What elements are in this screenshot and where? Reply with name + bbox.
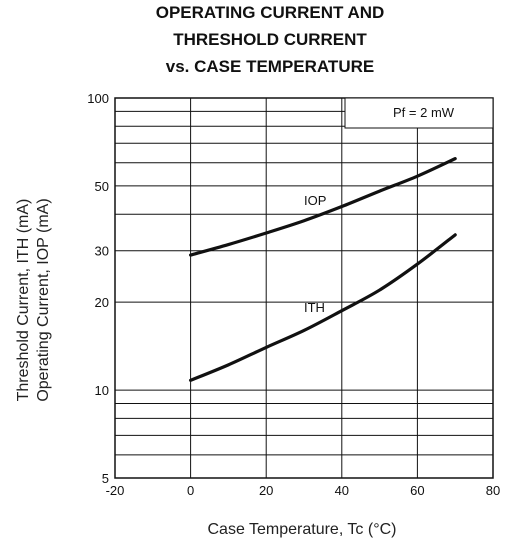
grid (114, 97, 494, 479)
series-label-ith: ITH (304, 300, 325, 315)
x-axis-label: Case Temperature, Tc (°C) (208, 521, 397, 538)
y-tick-labels: 5 10 20 30 50 100 (87, 91, 109, 486)
x-tick-label: 60 (410, 483, 424, 498)
x-tick-label: 0 (187, 483, 194, 498)
x-tick-label: 20 (259, 483, 273, 498)
y-axis-label-line-1: Threshold Current, ITH (mA) (15, 199, 32, 402)
x-tick-label: 40 (335, 483, 349, 498)
annotation-text: Pf = 2 mW (393, 105, 455, 120)
x-tick-label: -20 (106, 483, 125, 498)
chart-title-line-3: vs. CASE TEMPERATURE (166, 57, 374, 76)
chart-title: OPERATING CURRENT AND THRESHOLD CURRENT … (156, 3, 385, 76)
y-tick-label: 20 (95, 295, 109, 310)
chart-title-line-2: THRESHOLD CURRENT (173, 30, 367, 49)
y-tick-label: 5 (102, 471, 109, 486)
annotation-frame (344, 97, 494, 129)
y-tick-label: 100 (87, 91, 109, 106)
plot-frame (114, 97, 494, 479)
y-tick-label: 10 (95, 383, 109, 398)
y-axis-label: Threshold Current, ITH (mA) Operating Cu… (15, 198, 52, 401)
y-tick-label: 30 (95, 244, 109, 259)
series-line-ith (189, 233, 457, 382)
series-lines: IOP ITH (189, 157, 457, 382)
series-line-iop (189, 157, 457, 257)
y-axis-label-line-2: Operating Current, IOP (mA) (35, 198, 52, 401)
annotation-box: Pf = 2 mW (344, 97, 494, 129)
y-tick-label: 50 (95, 179, 109, 194)
x-tick-labels: -20 0 20 40 60 80 (106, 483, 501, 498)
chart-title-line-1: OPERATING CURRENT AND (156, 3, 385, 22)
series-label-iop: IOP (304, 193, 326, 208)
x-tick-label: 80 (486, 483, 500, 498)
